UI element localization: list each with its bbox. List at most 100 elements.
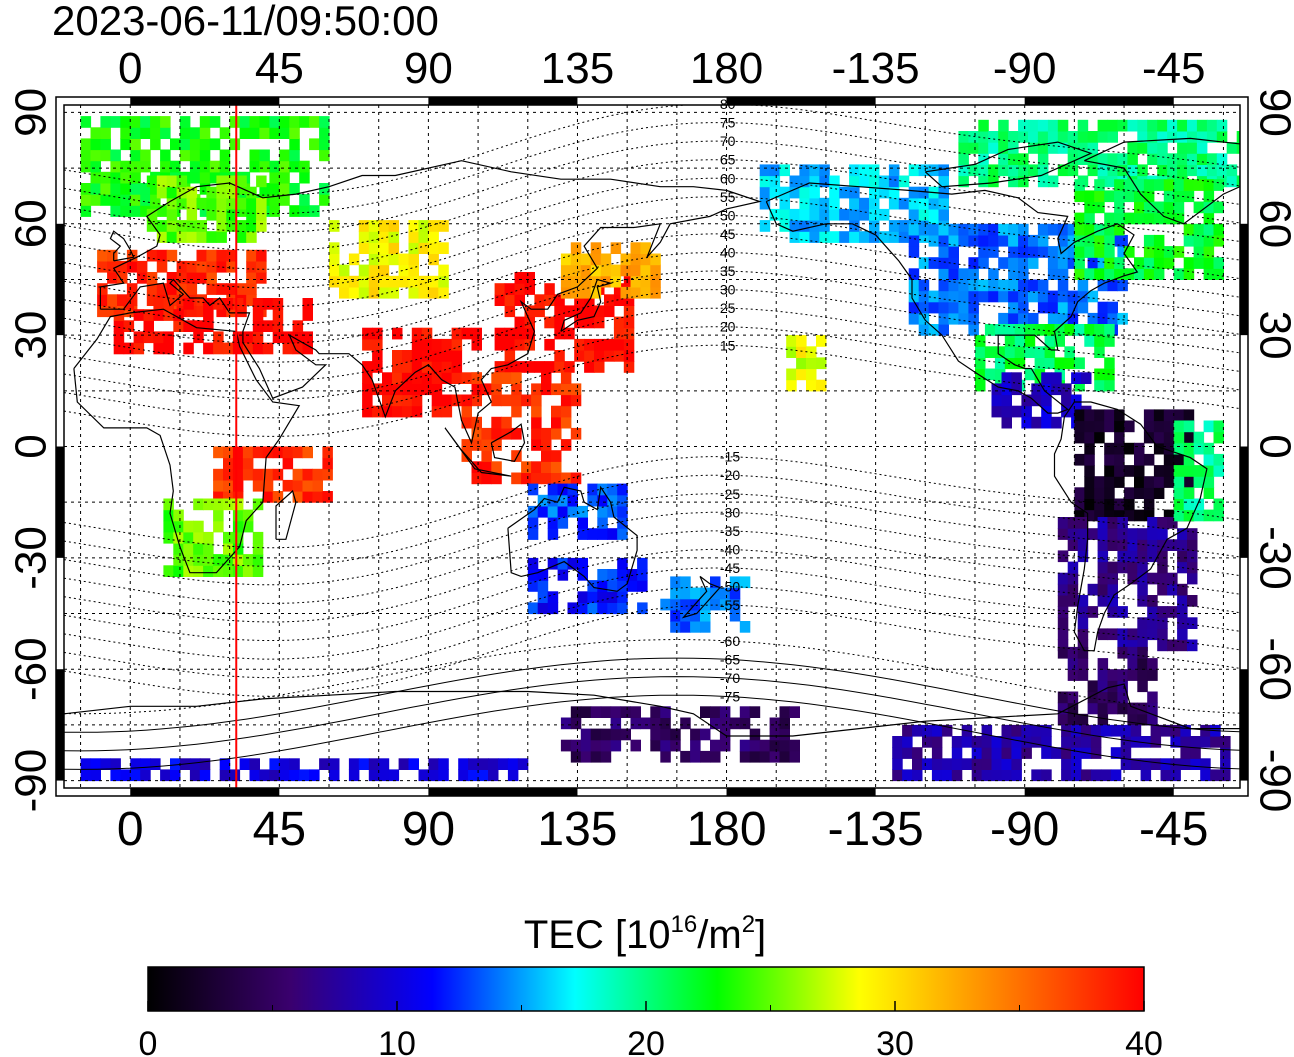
- tec-cell: [113, 320, 125, 332]
- tec-cell: [428, 758, 439, 770]
- tec-cell: [1071, 724, 1082, 737]
- tec-cell: [401, 394, 413, 407]
- colorbar-tick-label: 20: [627, 1025, 665, 1057]
- tec-cell: [1173, 498, 1185, 511]
- tec-cell: [110, 116, 121, 128]
- tec-cell: [120, 160, 131, 173]
- tec-cell: [246, 249, 257, 262]
- tec-cell: [1008, 142, 1019, 154]
- tec-cell: [1137, 595, 1148, 607]
- tec-cell: [928, 208, 940, 221]
- tec-cell: [1117, 561, 1128, 574]
- tec-cell: [739, 750, 751, 763]
- tec-cell: [1143, 487, 1155, 499]
- tec-cell: [769, 208, 781, 221]
- tec-cell: [637, 580, 648, 592]
- tec-cell: [362, 361, 373, 373]
- tec-cell: [1067, 583, 1079, 596]
- tec-cell: [700, 621, 711, 633]
- tec-cell: [1077, 639, 1089, 652]
- tec-cell: [1014, 324, 1026, 336]
- tec-cell: [1163, 246, 1175, 258]
- tec-cell: [584, 316, 595, 329]
- tec-cell: [232, 446, 244, 459]
- tec-cell: [988, 246, 999, 258]
- tec-cell: [1143, 509, 1155, 522]
- tec-cell: [1057, 617, 1069, 629]
- tec-cell: [869, 208, 880, 221]
- tec-cell: [478, 758, 489, 770]
- contour-line: [64, 289, 1240, 382]
- tec-cell: [660, 728, 671, 741]
- tec-cell: [441, 350, 453, 362]
- tec-cell: [1094, 498, 1105, 511]
- tec-cell: [312, 491, 323, 503]
- tec-cell: [1213, 234, 1224, 247]
- tec-cell: [1173, 509, 1185, 522]
- tec-cell: [163, 342, 174, 355]
- tec-cell: [1084, 201, 1095, 214]
- tec-cell: [1147, 131, 1158, 143]
- tec-cell: [719, 739, 731, 752]
- tec-cell: [816, 379, 827, 392]
- tec-cell: [1153, 442, 1165, 455]
- tec-cell: [580, 739, 592, 752]
- tec-cell: [232, 457, 244, 470]
- tec-cell: [242, 520, 254, 533]
- tec-cell: [1077, 517, 1089, 529]
- tec-cell: [398, 253, 410, 266]
- tec-cell: [1216, 131, 1228, 143]
- tec-cell: [623, 305, 635, 318]
- tec-cell: [1067, 312, 1079, 325]
- tec-cell: [1097, 691, 1109, 704]
- tec-cell: [1041, 747, 1052, 759]
- tec-cell: [146, 294, 158, 306]
- tec-cell: [1044, 357, 1056, 370]
- tec-cell: [1097, 550, 1109, 563]
- tec-cell: [958, 164, 969, 177]
- contour-label: -20: [720, 467, 740, 483]
- tec-cell: [1193, 442, 1205, 455]
- tec-cell: [140, 205, 151, 217]
- tec-cell: [262, 468, 274, 481]
- tec-cell: [1226, 175, 1238, 188]
- tec-cell: [408, 253, 419, 266]
- tec-cell: [1084, 498, 1095, 511]
- tec-cell: [176, 197, 188, 210]
- tec-cell: [951, 769, 963, 782]
- tec-cell: [1167, 131, 1178, 143]
- tec-cell: [570, 264, 582, 277]
- tec-cell: [418, 275, 429, 288]
- tec-cell: [1097, 279, 1109, 292]
- tec-cell: [537, 505, 549, 518]
- frame-bar-right: [1240, 223, 1248, 336]
- tec-cell: [958, 312, 969, 325]
- tec-cell: [176, 175, 188, 188]
- tec-cell: [90, 194, 101, 206]
- tec-cell: [223, 479, 234, 492]
- tec-cell: [1018, 257, 1029, 269]
- tec-cell: [117, 294, 128, 306]
- tec-cell: [1137, 131, 1148, 143]
- colorbar-tick-label: 40: [1125, 1025, 1163, 1057]
- tec-cell: [461, 372, 472, 384]
- tec-cell: [411, 394, 423, 407]
- coastline-n-america: [765, 182, 1139, 414]
- tec-cell: [1114, 268, 1125, 280]
- tec-cell: [1041, 372, 1052, 384]
- tec-cell: [908, 290, 920, 303]
- tec-cell: [1094, 234, 1105, 247]
- tec-cell: [282, 331, 294, 344]
- tec-cell: [570, 394, 582, 407]
- tec-cell: [594, 338, 605, 351]
- tec-cell: [1037, 246, 1049, 258]
- tec-cell: [80, 149, 92, 162]
- tec-cell: [1057, 628, 1069, 641]
- tec-cell: [1028, 142, 1039, 154]
- tec-cell: [382, 383, 393, 396]
- tec-cell: [978, 119, 989, 132]
- tec-cell: [511, 450, 522, 462]
- tec-cell: [898, 220, 910, 232]
- tec-cell: [302, 491, 313, 503]
